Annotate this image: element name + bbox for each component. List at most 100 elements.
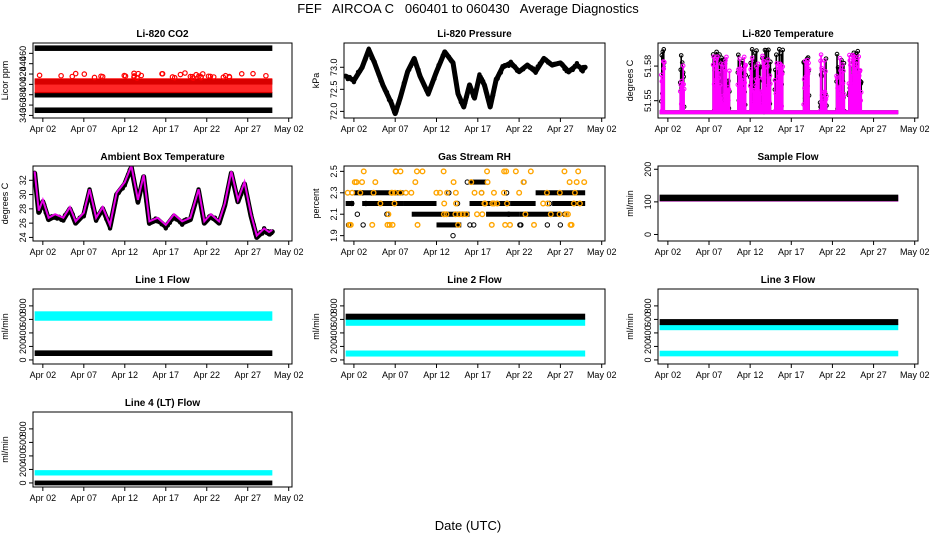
co2-point	[222, 72, 229, 79]
pressure-point	[487, 103, 493, 109]
co2-point	[263, 72, 269, 79]
line1-series-0	[34, 311, 273, 321]
pressure-xtick-label: Apr 02	[341, 124, 368, 134]
co2-point	[138, 72, 145, 79]
licor-temp-point	[749, 47, 755, 52]
co2-xtick-label: Apr 12	[112, 124, 139, 134]
licor-temp-point	[717, 82, 723, 88]
licor-temp-point	[847, 58, 853, 63]
pressure-point	[461, 104, 466, 110]
pressure-marks	[344, 46, 588, 117]
pressure-point	[412, 56, 417, 62]
rh-point	[452, 189, 459, 196]
pressure-point	[508, 59, 514, 65]
line4-ylabel: ml/min	[0, 436, 10, 463]
rh-point	[440, 211, 447, 218]
sample-flow-frame	[657, 165, 919, 242]
rh-point	[413, 168, 420, 175]
rh-point	[484, 179, 491, 186]
line2-band	[345, 318, 586, 326]
co2-ytick-label: 420	[18, 67, 28, 82]
rh-point	[502, 221, 509, 228]
box-temp-xtick-label: Apr 02	[30, 247, 57, 257]
rh-point	[453, 200, 460, 207]
line2-band	[345, 313, 586, 320]
pressure-point	[440, 53, 445, 58]
line4-ytick-label: 0	[18, 480, 28, 485]
rh-point	[359, 179, 366, 186]
rh-point	[503, 168, 510, 175]
licor-temp-point	[710, 52, 716, 57]
line1-ytick-label: 200	[18, 339, 28, 354]
pressure-point	[378, 78, 383, 84]
line3-ytick-label: 200	[643, 339, 653, 354]
line3-ytick-label: 600	[643, 312, 653, 327]
pressure-point	[394, 108, 399, 114]
line3-xtick-label: Apr 22	[819, 370, 846, 380]
line1-ylabel: ml/min	[0, 313, 10, 340]
rh-point	[484, 168, 491, 175]
line1-xtick-label: May 02	[274, 370, 304, 380]
co2-point	[122, 73, 129, 79]
line4-ytick-label: 600	[18, 435, 28, 450]
panel-pressure: Li-820 Pressure kPa Apr 02 Apr 07 Apr 12 Apr …	[311, 29, 616, 134]
line4-xtick-label: Apr 27	[234, 493, 261, 503]
line2-ytick-label: 400	[329, 325, 339, 340]
line4-ytick-label: 400	[18, 448, 28, 463]
line1-ytick-label: 600	[18, 312, 28, 327]
line4-xtick-label: Apr 07	[71, 493, 98, 503]
licor-temp-xtick-label: Apr 22	[819, 124, 846, 134]
box-temp-xtick-label: Apr 17	[153, 247, 180, 257]
line3-marks	[659, 319, 899, 357]
box-temp-point	[216, 220, 222, 226]
rh-ytick-label: 2.1	[329, 208, 339, 221]
rh-point	[543, 189, 550, 196]
panel-line2: Line 2 Flow ml/min Apr 02 Apr 07 Apr 12 Apr 1…	[311, 275, 616, 380]
co2-point	[69, 73, 76, 80]
box-temp-line	[33, 166, 273, 238]
rh-point	[459, 211, 466, 218]
rh-level	[362, 190, 404, 196]
line2-marks	[345, 313, 586, 357]
pressure-xtick-label: Apr 07	[382, 124, 409, 134]
line2-series-0	[345, 318, 586, 326]
licor-temp-point	[766, 47, 771, 53]
pressure-frame	[343, 42, 606, 119]
pressure-point	[570, 67, 575, 73]
co2-ytick-label: 440	[18, 56, 28, 71]
rh-point	[520, 179, 527, 186]
pressure-point	[380, 83, 386, 88]
pressure-point	[417, 72, 423, 78]
pressure-point	[467, 82, 472, 88]
rh-point	[490, 189, 497, 196]
line3-band	[659, 323, 899, 331]
rh-level	[510, 201, 536, 206]
co2-xtick-label: May 02	[274, 124, 304, 134]
licor-temp-xtick-label: Apr 17	[778, 124, 805, 134]
line3-band	[659, 350, 899, 357]
line4-series-0	[34, 470, 273, 476]
line3-ylabel: ml/min	[625, 313, 635, 340]
licor-temp-point	[780, 64, 786, 69]
co2-band	[34, 45, 273, 51]
page-title: FEF AIRCOA C 060401 to 060430 Average Di…	[297, 1, 639, 16]
pressure-point	[490, 93, 496, 98]
rh-point	[504, 200, 511, 207]
pressure-point	[430, 81, 435, 86]
box-temp-point	[93, 218, 99, 223]
rh-point	[500, 189, 507, 196]
pressure-xtick-label: May 02	[587, 124, 617, 134]
licor-temp-point	[842, 92, 847, 97]
pressure-point	[452, 67, 457, 73]
pressure-ytick-label: 73.0	[329, 58, 339, 76]
licor-temp-point	[661, 59, 667, 65]
pressure-point	[580, 69, 585, 74]
rh-level	[552, 201, 586, 206]
pressure-point	[476, 78, 481, 84]
licor-temp-point	[749, 55, 755, 61]
pressure-point	[359, 65, 365, 71]
pressure-series-0	[344, 46, 588, 117]
licor-temp-point	[681, 86, 687, 92]
rh-point	[344, 189, 351, 196]
pressure-ytick-label: 72.0	[329, 103, 339, 121]
